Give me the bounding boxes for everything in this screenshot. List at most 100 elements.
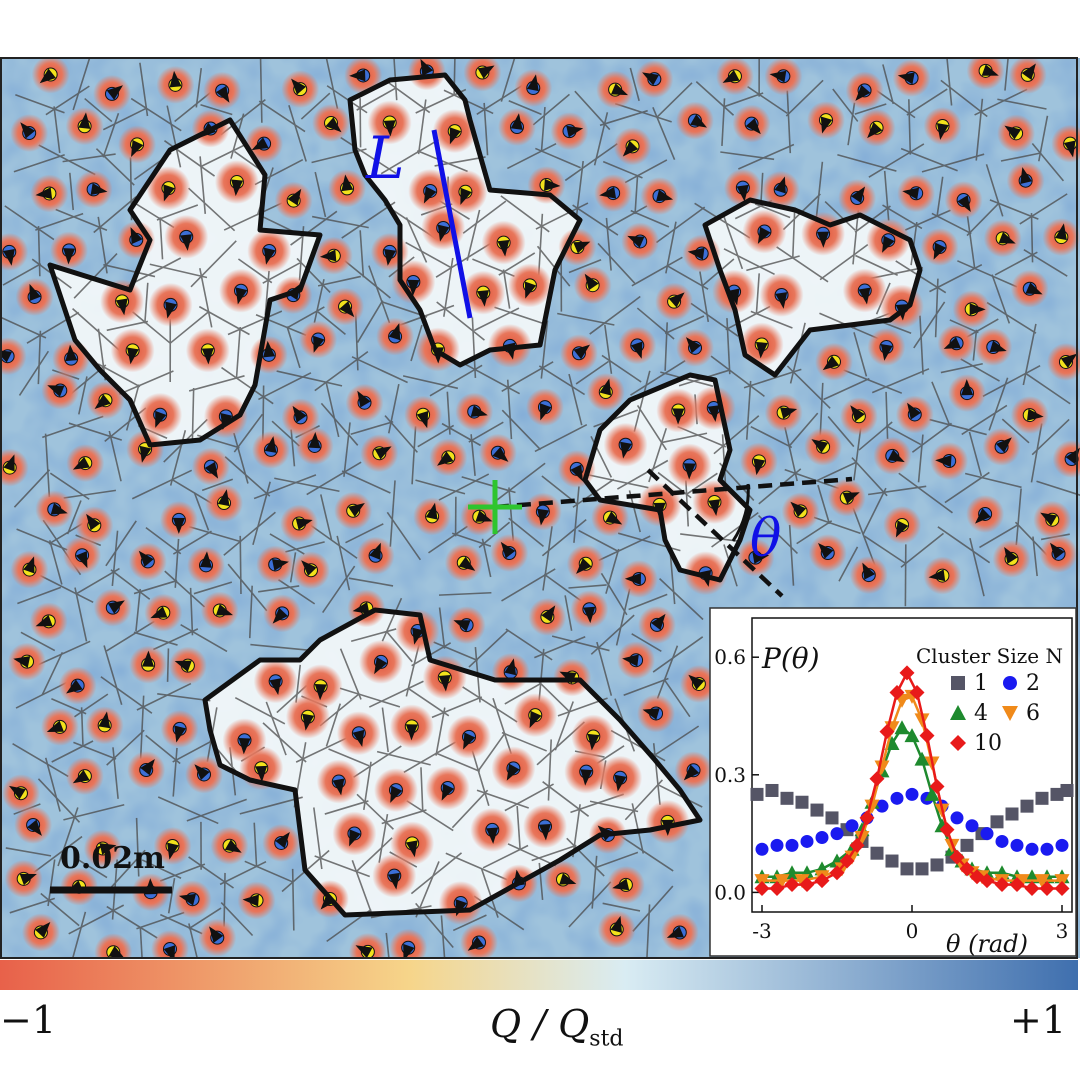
cell-edge [792, 207, 796, 258]
cell-edge [278, 579, 316, 605]
cell-edge [188, 907, 222, 930]
cell-edge [631, 256, 683, 287]
cluster-outlines [47, 72, 923, 918]
data-point [794, 874, 810, 889]
cell-edge [17, 586, 62, 605]
data-point [965, 819, 979, 833]
angle-arc [731, 483, 750, 542]
data-point [995, 834, 1009, 848]
orientation-arrow [174, 660, 192, 672]
cell-edge [324, 800, 369, 815]
cell-edge [68, 422, 123, 441]
cell-edge [227, 310, 283, 336]
cell-edge [885, 391, 889, 439]
orientation-arrow [687, 247, 705, 260]
cell-edge [433, 641, 478, 662]
orientation-arrow [437, 224, 450, 242]
cell-edge [107, 849, 146, 892]
orientation-arrow [957, 195, 971, 213]
particle [679, 664, 718, 703]
series-10 [754, 665, 1070, 896]
particle [637, 694, 676, 733]
cell-edge [501, 361, 554, 392]
data-point [870, 846, 884, 860]
cell-edge [322, 565, 356, 614]
cell-edge [905, 209, 951, 231]
cell-edge [975, 98, 984, 161]
data-point [814, 873, 830, 889]
cell-edge [320, 402, 359, 446]
cell-edge [381, 707, 389, 753]
particle [237, 881, 276, 920]
cell-edge [47, 859, 56, 907]
cell-edge [380, 139, 440, 175]
cell-edge [264, 270, 270, 315]
orientation-arrow [320, 893, 336, 910]
orientation-arrow [583, 606, 596, 624]
particle [597, 910, 636, 949]
data-point [765, 783, 779, 797]
cell-edge [997, 98, 1047, 110]
cell-edge [593, 112, 609, 166]
cell-edge [314, 171, 327, 218]
cell-edge [119, 370, 174, 395]
particle [842, 268, 887, 313]
cell-edge [66, 500, 82, 535]
particle [655, 282, 694, 321]
cell-edge [508, 517, 544, 548]
data-point [979, 873, 995, 889]
cell-edge [20, 631, 56, 652]
orientation-arrow [0, 350, 13, 363]
cell-edge [139, 695, 145, 759]
cell-edge [631, 803, 645, 854]
legend-label-10: 10 [974, 731, 1002, 756]
cell-edge [758, 468, 802, 505]
orientation-arrow [78, 112, 91, 129]
orientation-arrow [1021, 63, 1036, 81]
cell-edge [199, 156, 207, 214]
orientation-arrow [403, 943, 415, 958]
orientation-arrow [349, 829, 361, 847]
cell-edge [276, 370, 343, 387]
cell-edge [686, 472, 718, 495]
cell-edge [48, 540, 63, 585]
cell-edge [961, 404, 1008, 436]
particle [759, 272, 804, 317]
particle [345, 383, 384, 422]
data-point [900, 862, 914, 876]
orientation-arrow [820, 116, 833, 134]
cell-edge [471, 317, 477, 379]
particle [0, 448, 29, 487]
cell-edge [133, 631, 178, 646]
particle [460, 923, 499, 958]
cell-edge [259, 58, 263, 123]
orientation-arrow [94, 394, 111, 410]
data-point [960, 838, 974, 852]
orientation-arrow [599, 186, 617, 199]
cell-edge [568, 373, 583, 426]
cell-edge [464, 363, 521, 395]
particle [1042, 218, 1080, 257]
orientation-arrow [165, 301, 177, 319]
orientation-arrow [204, 461, 219, 479]
inset-x-tick-label: 0 [906, 919, 919, 943]
orientation-arrow [9, 785, 26, 800]
cell-edge [564, 143, 618, 182]
data-point [915, 862, 929, 876]
orientation-arrow [510, 113, 523, 130]
cell-edge [589, 800, 639, 813]
orientation-arrow [355, 945, 373, 958]
cell-edge [130, 199, 175, 229]
cell-edge [393, 58, 398, 101]
orientation-arrow [817, 231, 830, 248]
orientation-arrow [961, 379, 974, 396]
legend-marker-1 [951, 676, 965, 690]
cell-edge [62, 153, 116, 163]
orientation-arrow [407, 279, 420, 296]
cell-edge [969, 537, 985, 597]
cell-edge [547, 739, 552, 801]
cell-edge [135, 588, 142, 632]
particle [839, 397, 878, 436]
cell-edge [106, 905, 158, 939]
cell-edge [157, 693, 211, 702]
